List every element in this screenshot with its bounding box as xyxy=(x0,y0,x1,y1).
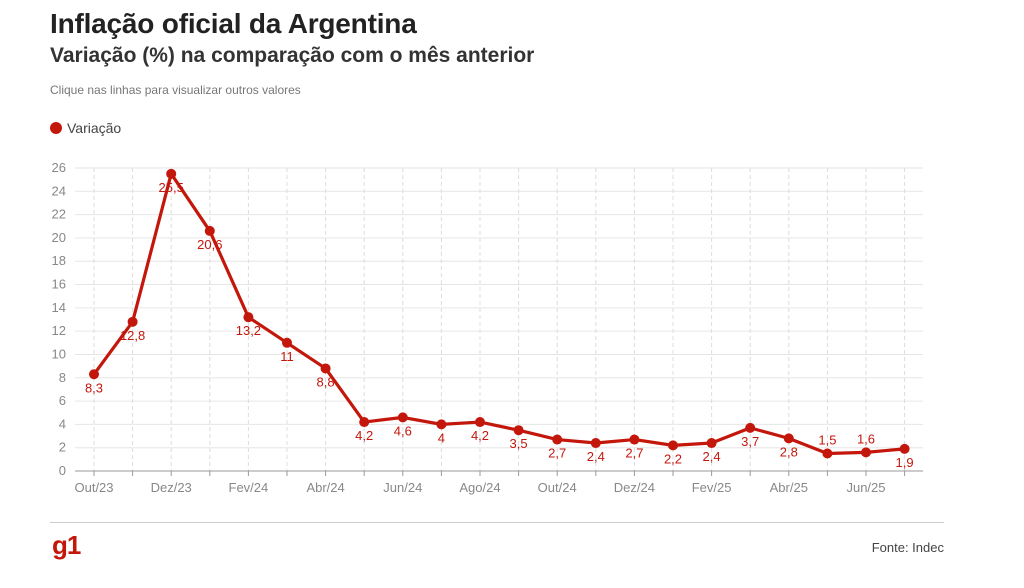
legend-label: Variação xyxy=(67,120,122,136)
y-tick-label: 10 xyxy=(52,346,66,361)
x-tick-label: Abr/25 xyxy=(770,480,808,495)
data-label: 1,9 xyxy=(896,455,914,470)
x-tick-label: Jun/25 xyxy=(846,480,885,495)
data-point[interactable] xyxy=(475,417,485,428)
data-label: 4,2 xyxy=(471,428,489,443)
data-label: 2,4 xyxy=(703,449,721,464)
data-label: 1,6 xyxy=(857,431,875,446)
x-axis: Out/23 Dez/23 Fev/24 Abr/24 Jun/24 Ago/24 Out/… xyxy=(74,470,923,495)
data-label: 2,7 xyxy=(548,446,566,461)
data-point[interactable] xyxy=(745,422,756,433)
y-tick-label: 12 xyxy=(52,323,66,338)
data-label: 3,7 xyxy=(741,434,759,449)
data-point[interactable] xyxy=(282,337,292,348)
data-point[interactable] xyxy=(320,363,331,374)
data-label: 4,6 xyxy=(394,423,412,438)
x-tick-label: Jun/24 xyxy=(383,480,422,495)
y-tick-label: 14 xyxy=(52,300,66,315)
data-point[interactable] xyxy=(706,438,717,449)
data-label: 12,8 xyxy=(120,328,145,343)
data-point[interactable] xyxy=(397,412,408,423)
data-label: 3,5 xyxy=(510,436,528,451)
data-point[interactable] xyxy=(552,434,563,445)
footer-divider xyxy=(50,522,944,523)
data-label: 1,5 xyxy=(818,433,836,448)
x-tick-label: Dez/24 xyxy=(614,480,655,495)
data-label: 2,4 xyxy=(587,449,605,464)
chart-subtitle: Variação (%) na comparação com o mês ant… xyxy=(50,44,535,67)
x-tick-label: Out/24 xyxy=(538,480,577,495)
y-tick-label: 6 xyxy=(59,393,66,408)
data-label: 13,2 xyxy=(236,323,261,338)
chart-title: Inflação oficial da Argentina xyxy=(50,8,417,39)
series-line[interactable] xyxy=(92,172,907,456)
y-tick-label: 0 xyxy=(59,463,66,478)
g1-logo: g1 xyxy=(52,530,81,560)
data-label: 11 xyxy=(280,349,294,364)
y-tick-label: 16 xyxy=(52,277,66,292)
data-point[interactable] xyxy=(359,417,370,428)
x-tick-label: Fev/24 xyxy=(229,480,269,495)
data-labels-layer: 8,3 12,8 25,5 20,6 13,2 11 8,8 4,2 4,6 4 4,2 3,5 2,7… xyxy=(85,180,914,470)
y-tick-label: 20 xyxy=(52,230,66,245)
legend[interactable]: Variação xyxy=(50,120,121,136)
data-point[interactable] xyxy=(899,443,910,454)
data-point[interactable] xyxy=(127,316,138,327)
series-line-layer[interactable] xyxy=(92,172,907,456)
source-note: Fonte: Indec xyxy=(871,540,944,555)
data-label: 25,5 xyxy=(159,180,184,195)
x-tick-label: Ago/24 xyxy=(459,480,500,495)
data-point[interactable] xyxy=(243,312,254,323)
data-label: 8,3 xyxy=(85,380,103,395)
data-point[interactable] xyxy=(204,225,215,236)
data-label: 4,2 xyxy=(355,428,373,443)
data-point[interactable] xyxy=(783,433,794,444)
data-label: 4 xyxy=(438,430,445,445)
y-tick-label: 4 xyxy=(59,416,66,431)
data-point[interactable] xyxy=(436,419,447,430)
series-points-layer[interactable] xyxy=(89,168,910,459)
data-point[interactable] xyxy=(590,438,601,449)
data-point[interactable] xyxy=(861,447,871,458)
data-label: 20,6 xyxy=(197,237,222,252)
data-point[interactable] xyxy=(629,434,640,445)
x-tick-label: Fev/25 xyxy=(692,480,732,495)
interaction-hint: Clique nas linhas para visualizar outros… xyxy=(50,83,301,97)
grid-layer xyxy=(75,167,923,471)
data-label: 2,7 xyxy=(625,446,643,461)
y-tick-label: 22 xyxy=(52,207,66,222)
data-label: 8,8 xyxy=(317,374,335,389)
data-point[interactable] xyxy=(668,440,678,451)
x-tick-label: Dez/23 xyxy=(151,480,192,495)
data-point[interactable] xyxy=(513,425,524,436)
y-tick-label: 24 xyxy=(52,183,66,198)
data-point[interactable] xyxy=(822,448,833,459)
y-tick-label: 8 xyxy=(59,370,66,385)
y-tick-label: 26 xyxy=(52,160,66,175)
x-tick-label: Out/23 xyxy=(74,480,113,495)
y-tick-label: 18 xyxy=(52,253,66,268)
legend-marker-icon xyxy=(50,122,62,134)
data-label: 2,8 xyxy=(780,444,798,459)
data-label: 2,2 xyxy=(664,451,682,466)
y-tick-label: 2 xyxy=(59,440,66,455)
data-point[interactable] xyxy=(166,168,177,179)
x-tick-label: Abr/24 xyxy=(306,480,344,495)
data-point[interactable] xyxy=(89,369,99,380)
